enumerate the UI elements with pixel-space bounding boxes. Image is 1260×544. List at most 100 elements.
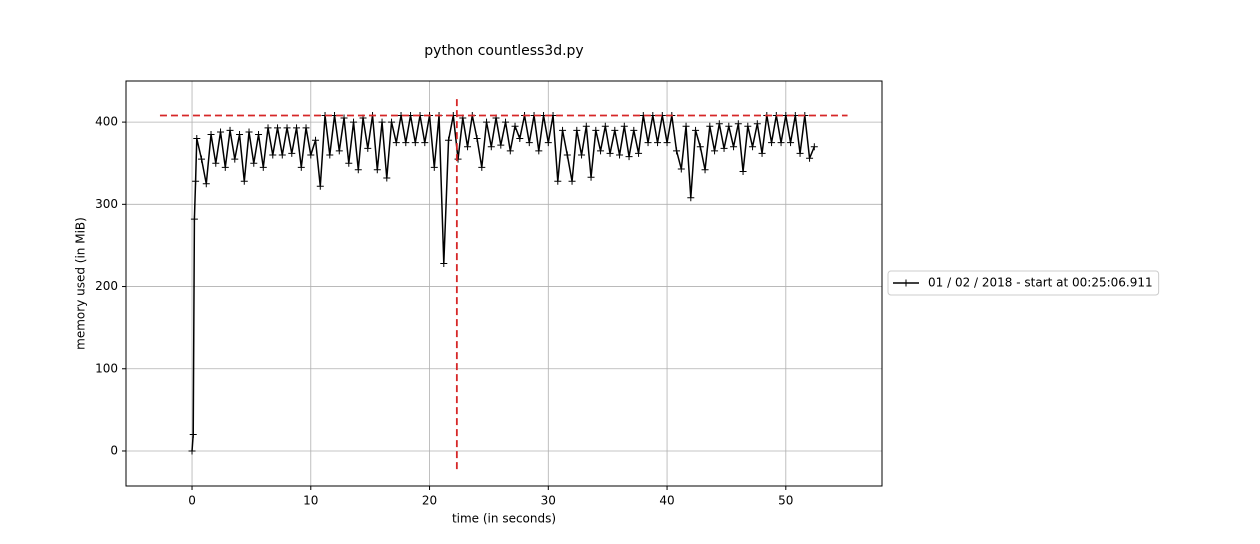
plus-marker: [373, 166, 381, 174]
plus-marker: [250, 159, 258, 167]
plus-marker: [506, 147, 514, 155]
plus-marker: [316, 182, 324, 190]
plus-marker: [388, 118, 396, 126]
chart-title: python countless3d.py: [424, 43, 583, 59]
plus-marker: [445, 136, 453, 144]
plus-marker: [440, 260, 448, 268]
plus-marker: [335, 147, 343, 155]
plus-marker: [193, 135, 201, 143]
plus-marker: [283, 124, 291, 132]
x-tick-label: 30: [541, 494, 556, 508]
plus-marker: [236, 130, 244, 138]
plus-marker: [231, 155, 239, 163]
plus-marker: [421, 139, 429, 147]
plus-marker: [302, 124, 310, 132]
plus-marker: [293, 124, 301, 132]
plus-marker: [758, 149, 766, 157]
plus-marker: [606, 149, 614, 157]
x-tick-label: 40: [659, 494, 674, 508]
data-line: [191, 115, 816, 452]
y-tick-label: 300: [95, 197, 118, 211]
plus-marker: [312, 136, 320, 144]
legend-label: 01 / 02 / 2018 - start at 00:25:06.911: [928, 276, 1153, 290]
x-axis-label: time (in seconds): [452, 512, 556, 526]
plus-marker: [739, 167, 747, 175]
plus-marker: [620, 122, 628, 130]
plus-marker: [592, 126, 600, 134]
plus-marker: [568, 177, 576, 185]
plus-marker: [255, 130, 263, 138]
y-tick-label: 200: [95, 279, 118, 293]
y-tick-label: 0: [110, 443, 118, 457]
plus-marker: [616, 151, 624, 159]
plus-marker: [497, 141, 505, 149]
x-tick-label: 0: [188, 494, 196, 508]
plus-marker: [753, 120, 761, 128]
plus-marker: [749, 143, 757, 151]
plot-frame: [125, 80, 883, 487]
plus-marker: [259, 163, 267, 171]
legend-marker: [902, 279, 910, 287]
plus-marker: [692, 126, 700, 134]
plus-marker: [578, 151, 586, 159]
plus-marker: [454, 155, 462, 163]
plus-marker: [587, 173, 595, 181]
plus-marker: [777, 139, 785, 147]
plus-marker: [701, 166, 709, 174]
plus-marker: [378, 118, 386, 126]
plus-marker: [696, 143, 704, 151]
y-axis-label: memory used (in MiB): [74, 217, 88, 350]
plus-marker: [563, 151, 571, 159]
plus-marker: [810, 143, 818, 151]
plus-marker: [806, 154, 814, 162]
plus-marker: [559, 126, 567, 134]
plus-marker: [207, 130, 215, 138]
plus-marker: [212, 159, 220, 167]
legend: 01 / 02 / 2018 - start at 00:25:06.911: [887, 270, 1160, 296]
plus-marker: [411, 139, 419, 147]
plus-marker: [478, 163, 486, 171]
plus-marker: [730, 143, 738, 151]
plus-marker: [326, 151, 334, 159]
x-tick-label: 50: [778, 494, 793, 508]
plus-marker: [483, 118, 491, 126]
plus-marker: [189, 431, 197, 439]
y-tick-label: 400: [95, 115, 118, 129]
plus-marker: [516, 135, 524, 143]
plus-marker: [734, 120, 742, 128]
plus-marker: [364, 144, 372, 152]
plus-marker: [392, 139, 400, 147]
plus-marker: [278, 151, 286, 159]
plus-marker: [264, 124, 272, 132]
plus-marker: [573, 126, 581, 134]
plus-marker: [192, 177, 200, 185]
plus-marker: [402, 139, 410, 147]
plus-marker: [682, 122, 690, 130]
plus-marker: [464, 143, 472, 151]
plus-marker: [217, 128, 225, 136]
plus-marker: [535, 147, 543, 155]
plus-marker: [706, 122, 714, 130]
plus-marker: [307, 151, 315, 159]
plus-marker: [430, 163, 438, 171]
plus-marker: [188, 447, 196, 455]
plus-marker: [269, 151, 277, 159]
plus-marker: [635, 149, 643, 157]
plus-marker: [383, 174, 391, 182]
plus-marker: [554, 177, 562, 185]
plus-marker: [525, 139, 533, 147]
plus-marker: [796, 149, 804, 157]
plus-marker: [190, 215, 198, 223]
plus-marker: [582, 122, 590, 130]
plus-marker: [473, 135, 481, 143]
plus-marker: [625, 153, 633, 161]
plus-marker: [345, 159, 353, 167]
plus-marker: [198, 155, 206, 163]
plus-marker: [787, 139, 795, 147]
legend-box: [887, 270, 1160, 296]
plus-marker: [297, 163, 305, 171]
x-tick-label: 10: [303, 494, 318, 508]
plus-marker: [601, 122, 609, 130]
